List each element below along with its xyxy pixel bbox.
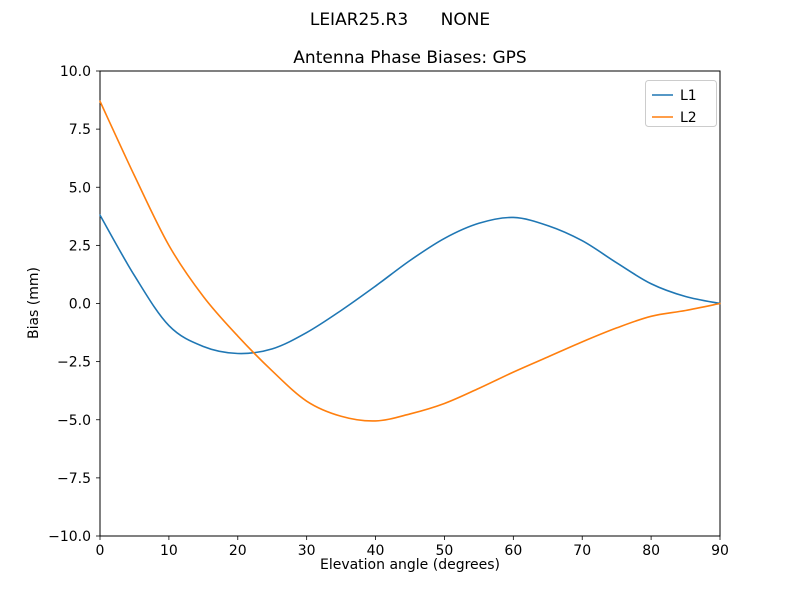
axes-title: Antenna Phase Biases: GPS [293, 48, 526, 68]
series-line-L2 [99, 100, 721, 422]
x-tick-label: 90 [711, 543, 729, 559]
x-tick-label: 10 [160, 543, 178, 559]
x-tick-label: 70 [573, 543, 591, 559]
y-tick-label: 10.0 [60, 64, 91, 80]
x-axis-ticks: 0 10 20 30 40 50 60 70 80 90 [96, 536, 729, 559]
x-tick-label: 40 [367, 543, 385, 559]
legend-frame [645, 80, 717, 127]
x-axis-label: Elevation angle (degrees) [320, 557, 500, 573]
x-tick-label: 30 [298, 543, 316, 559]
legend-label-L1: L1 [680, 88, 697, 104]
y-axis-ticks: −10.0 −7.5 −5.0 −2.5 0.0 2.5 5.0 7.5 10.0 [48, 64, 100, 545]
x-tick-label: 50 [436, 543, 454, 559]
y-tick-label: 0.0 [69, 297, 91, 313]
y-tick-label: −10.0 [48, 529, 91, 545]
y-tick-label: 5.0 [69, 180, 91, 196]
y-tick-label: 2.5 [69, 238, 91, 254]
y-tick-label: −2.5 [57, 355, 91, 371]
series-lines [99, 100, 721, 422]
y-tick-label: 7.5 [69, 122, 91, 138]
y-tick-label: −5.0 [57, 413, 91, 429]
plot-border [99, 70, 721, 537]
figure-suptitle: LEIAR25.R3 NONE [310, 10, 490, 30]
y-tick-label: −7.5 [57, 471, 91, 487]
legend-label-L2: L2 [680, 110, 697, 126]
y-axis-label: Bias (mm) [26, 267, 42, 339]
x-tick-label: 80 [642, 543, 660, 559]
x-tick-label: 20 [229, 543, 247, 559]
x-tick-label: 60 [504, 543, 522, 559]
x-tick-label: 0 [96, 543, 105, 559]
series-line-L1 [99, 214, 721, 355]
